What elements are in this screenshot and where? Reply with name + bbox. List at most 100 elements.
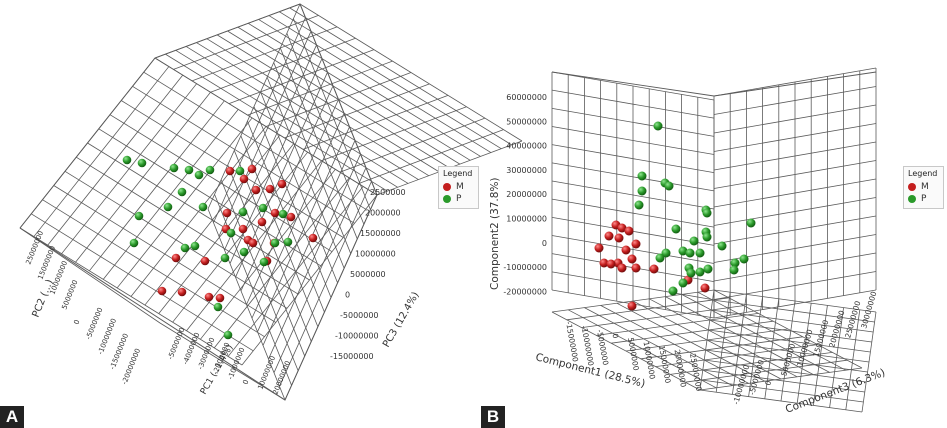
panel-b-y-tick: 60000000: [506, 93, 547, 102]
panel-b-point-m: [606, 259, 616, 269]
panel-b-floor-gridline: [616, 302, 765, 382]
panel-a-point-p: [129, 238, 139, 248]
panel-a-point-m: [239, 174, 249, 184]
panel-a-wall-lower-gridline: [266, 77, 345, 269]
panel-a-point-p: [163, 202, 173, 212]
panel-b-wall-right-gridline: [713, 67, 877, 97]
panel-b-point-p: [671, 224, 681, 234]
panel-b-wall-right-gridline: [713, 271, 877, 300]
panel-a-wall-right-gridline: [302, 94, 449, 150]
panel-b-floor-gridline: [701, 379, 864, 403]
panel-a-point-p: [238, 207, 248, 217]
panel-b-point-m: [621, 245, 631, 255]
panel-b-point-m: [627, 301, 637, 311]
panel-b-points: [594, 121, 756, 311]
panel-b-wall-left-gridline: [551, 180, 715, 210]
panel-a-left-tick: 5000000: [60, 279, 79, 311]
panel-b-floor-gridline: [713, 289, 877, 313]
panel-b-wall-right-gridline: [713, 178, 877, 208]
legend-label-m: M: [456, 182, 464, 192]
panel-b-point-m: [649, 264, 659, 274]
panel-a-point-p: [278, 209, 288, 219]
panel-a-left-tick: -5000000: [84, 307, 104, 341]
panel-a-point-p: [190, 241, 200, 251]
panel-a-point-m: [286, 212, 296, 222]
panel-b-wall-left-gridline: [551, 198, 715, 228]
panel-b-floor-gridline: [712, 299, 875, 323]
panel-a-point-m: [308, 233, 318, 243]
panel-b-floor-gridline: [584, 307, 733, 386]
panel-b-floor-gridline: [711, 309, 874, 333]
panel-a-point-p: [194, 170, 204, 180]
panel-a-floor-gridline: [109, 114, 333, 253]
panel-b-point-p: [729, 265, 739, 275]
panel-b-wall-right-gridline: [713, 197, 877, 226]
panel-a-point-p: [177, 187, 187, 197]
panel-a-wall-lower-gridline: [293, 18, 371, 210]
legend-item-m: M: [908, 181, 938, 193]
panel-a-point-p: [259, 257, 269, 267]
panel-a-pc3-tick: -10000000: [335, 332, 379, 341]
legend-label-p: P: [921, 194, 927, 204]
panel-b-x1-tick: -5000000: [595, 329, 610, 366]
panel-a-z-axis-label: PC3 (12.4%): [381, 290, 422, 349]
panel-b-point-p: [702, 208, 712, 218]
panel-b-floor-gridline: [568, 309, 717, 389]
panel-a-y-axis-label: PC2 (...): [31, 278, 56, 319]
panel-b-point-p: [637, 171, 647, 181]
panel-b-point-p: [695, 248, 705, 258]
panel-a-point-m: [257, 217, 267, 227]
panel-a-point-m: [222, 208, 232, 218]
panel-b-point-p: [739, 254, 749, 264]
legend-label-m: M: [921, 182, 929, 192]
panel-a-point-m: [277, 179, 287, 189]
panel-b-floor-gridline: [704, 359, 867, 383]
legend-dot-m: [443, 183, 451, 191]
panel-a-wall-right-gridline: [339, 117, 486, 173]
panel-a-wall-lower-gridline: [279, 47, 358, 240]
panel-b-wall-right-gridline: [713, 86, 877, 115]
panel-a-floor-gridline: [143, 71, 366, 210]
panel-a-floor-gridline: [64, 170, 288, 309]
panel-b-x1-tick: 0: [611, 333, 621, 339]
panel-b-wall-left-gridline: [551, 162, 715, 192]
panel-b-wall-right-gridline: [713, 215, 877, 245]
panel-b-x3-tick: 0: [763, 379, 773, 386]
panel-a-legend: Legend M P: [438, 166, 479, 209]
panel-b-grid: [551, 67, 877, 413]
panel-a-point-p: [184, 165, 194, 175]
panel-a-point-p: [220, 253, 230, 263]
panel-b-wall-left-gridline: [551, 71, 715, 101]
panel-b-x1-tick: 15000000: [657, 345, 673, 384]
panel-b-wall-right-gridline: [713, 141, 877, 171]
panel-a-point-p: [213, 302, 223, 312]
legend-dot-p: [908, 195, 916, 203]
panel-a-wall-right-gridline: [284, 83, 430, 139]
panel-a-point-m: [238, 224, 248, 234]
panel-b-point-m: [631, 263, 641, 273]
panel-b-floor-gridline: [702, 369, 865, 393]
panel-b-x1-tick: -10000000: [580, 325, 596, 367]
panel-b-x1-tick: -15000000: [564, 321, 580, 363]
panel-b-point-p: [634, 200, 644, 210]
panel-b-wall-right-gridline: [713, 289, 877, 319]
panel-a-wall-right-gridline: [358, 129, 504, 184]
panel-a-floor-gridline: [53, 185, 276, 323]
panel-b-floor-gridline: [706, 339, 870, 363]
panel-a-pc3-tick: 5000000: [350, 270, 386, 279]
panel-b-wall-right-gridline: [713, 123, 877, 152]
panel-b-floor-gridline: [551, 311, 701, 391]
panel-b-point-p: [695, 267, 705, 277]
panel-a-wall-lower-gridline: [207, 208, 286, 401]
panel-a-pc3-tick: -15000000: [330, 352, 374, 361]
panel-a-point-m: [248, 238, 258, 248]
panel-a-wall-lower-gridline: [220, 179, 299, 371]
panel-b-y-tick: -10000000: [503, 263, 547, 272]
panel-a-pc3-tick: 0: [345, 291, 350, 300]
panel-a-point-m: [247, 164, 257, 174]
panel-a-point-p: [270, 238, 280, 248]
panel-b-point-p: [686, 268, 696, 278]
panel-a-point-p: [223, 330, 233, 340]
panel-a-wall-right-gridline: [321, 106, 467, 162]
panel-b-letter: B: [481, 406, 505, 428]
